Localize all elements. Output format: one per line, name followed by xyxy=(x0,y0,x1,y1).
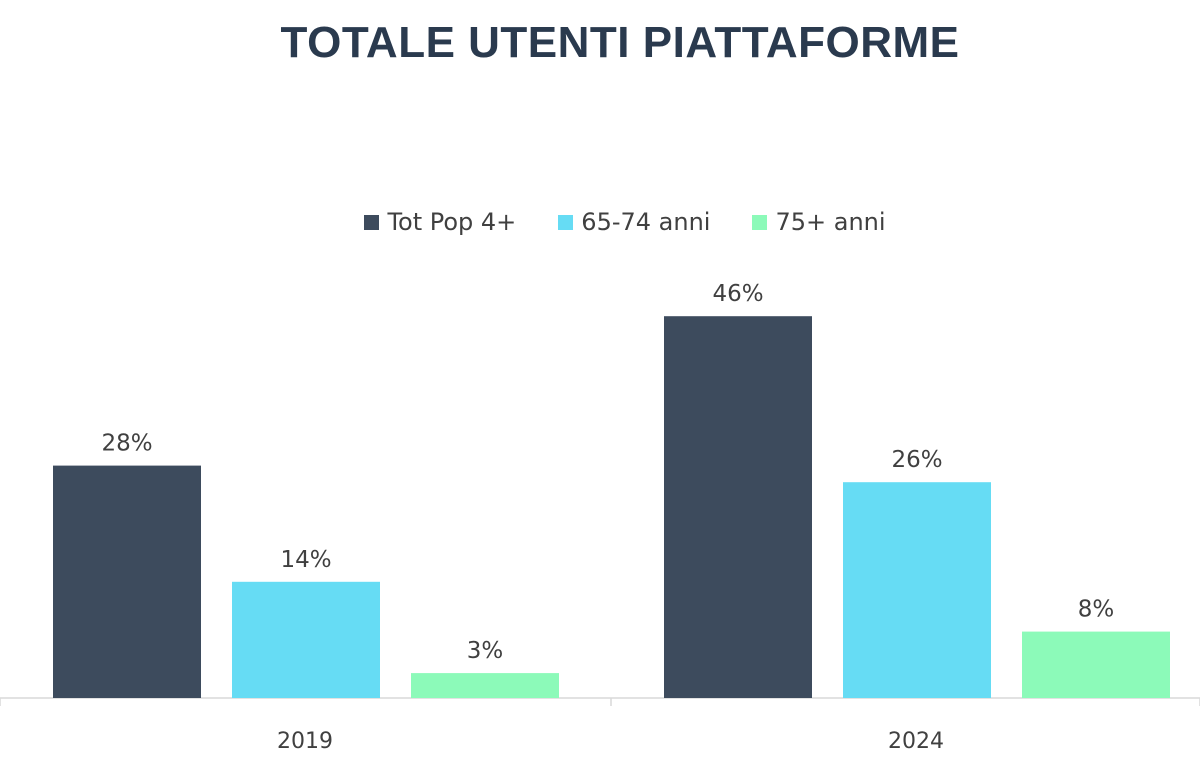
bar-2019-series-0 xyxy=(53,465,201,698)
legend-label-65-74: 65-74 anni xyxy=(581,208,711,236)
legend-swatch-65-74 xyxy=(558,214,574,230)
legend-swatch-75-plus xyxy=(752,214,768,230)
bar-2024-series-0 xyxy=(664,316,812,698)
data-label-2019-series-1: 14% xyxy=(280,547,331,573)
category-label-2019: 2019 xyxy=(277,729,333,754)
data-label-2019-series-0: 28% xyxy=(101,431,152,457)
bar-2019-series-2 xyxy=(411,673,559,698)
chart-title: TOTALE UTENTI PIATTAFORME xyxy=(280,18,960,67)
legend-item-65-74: 65-74 anni xyxy=(558,208,710,236)
bar-2019-series-1 xyxy=(232,581,380,698)
legend-swatch-tot-pop xyxy=(364,214,380,230)
data-label-2024-series-1: 26% xyxy=(891,447,942,473)
legend-item-75-plus: 75+ anni xyxy=(752,208,886,236)
data-label-2024-series-0: 46% xyxy=(712,281,763,307)
legend: Tot Pop 4+ 65-74 anni 75+ anni xyxy=(0,208,1200,236)
bar-2024-series-2 xyxy=(1022,631,1170,698)
legend-label-75-plus: 75+ anni xyxy=(775,208,886,236)
bar-2024-series-1 xyxy=(843,482,991,698)
legend-label-tot-pop: Tot Pop 4+ xyxy=(387,208,517,236)
data-label-2024-series-2: 8% xyxy=(1078,597,1115,623)
category-label-2024: 2024 xyxy=(888,729,944,754)
data-label-2019-series-2: 3% xyxy=(467,638,504,664)
legend-item-tot-pop: Tot Pop 4+ xyxy=(364,208,516,236)
